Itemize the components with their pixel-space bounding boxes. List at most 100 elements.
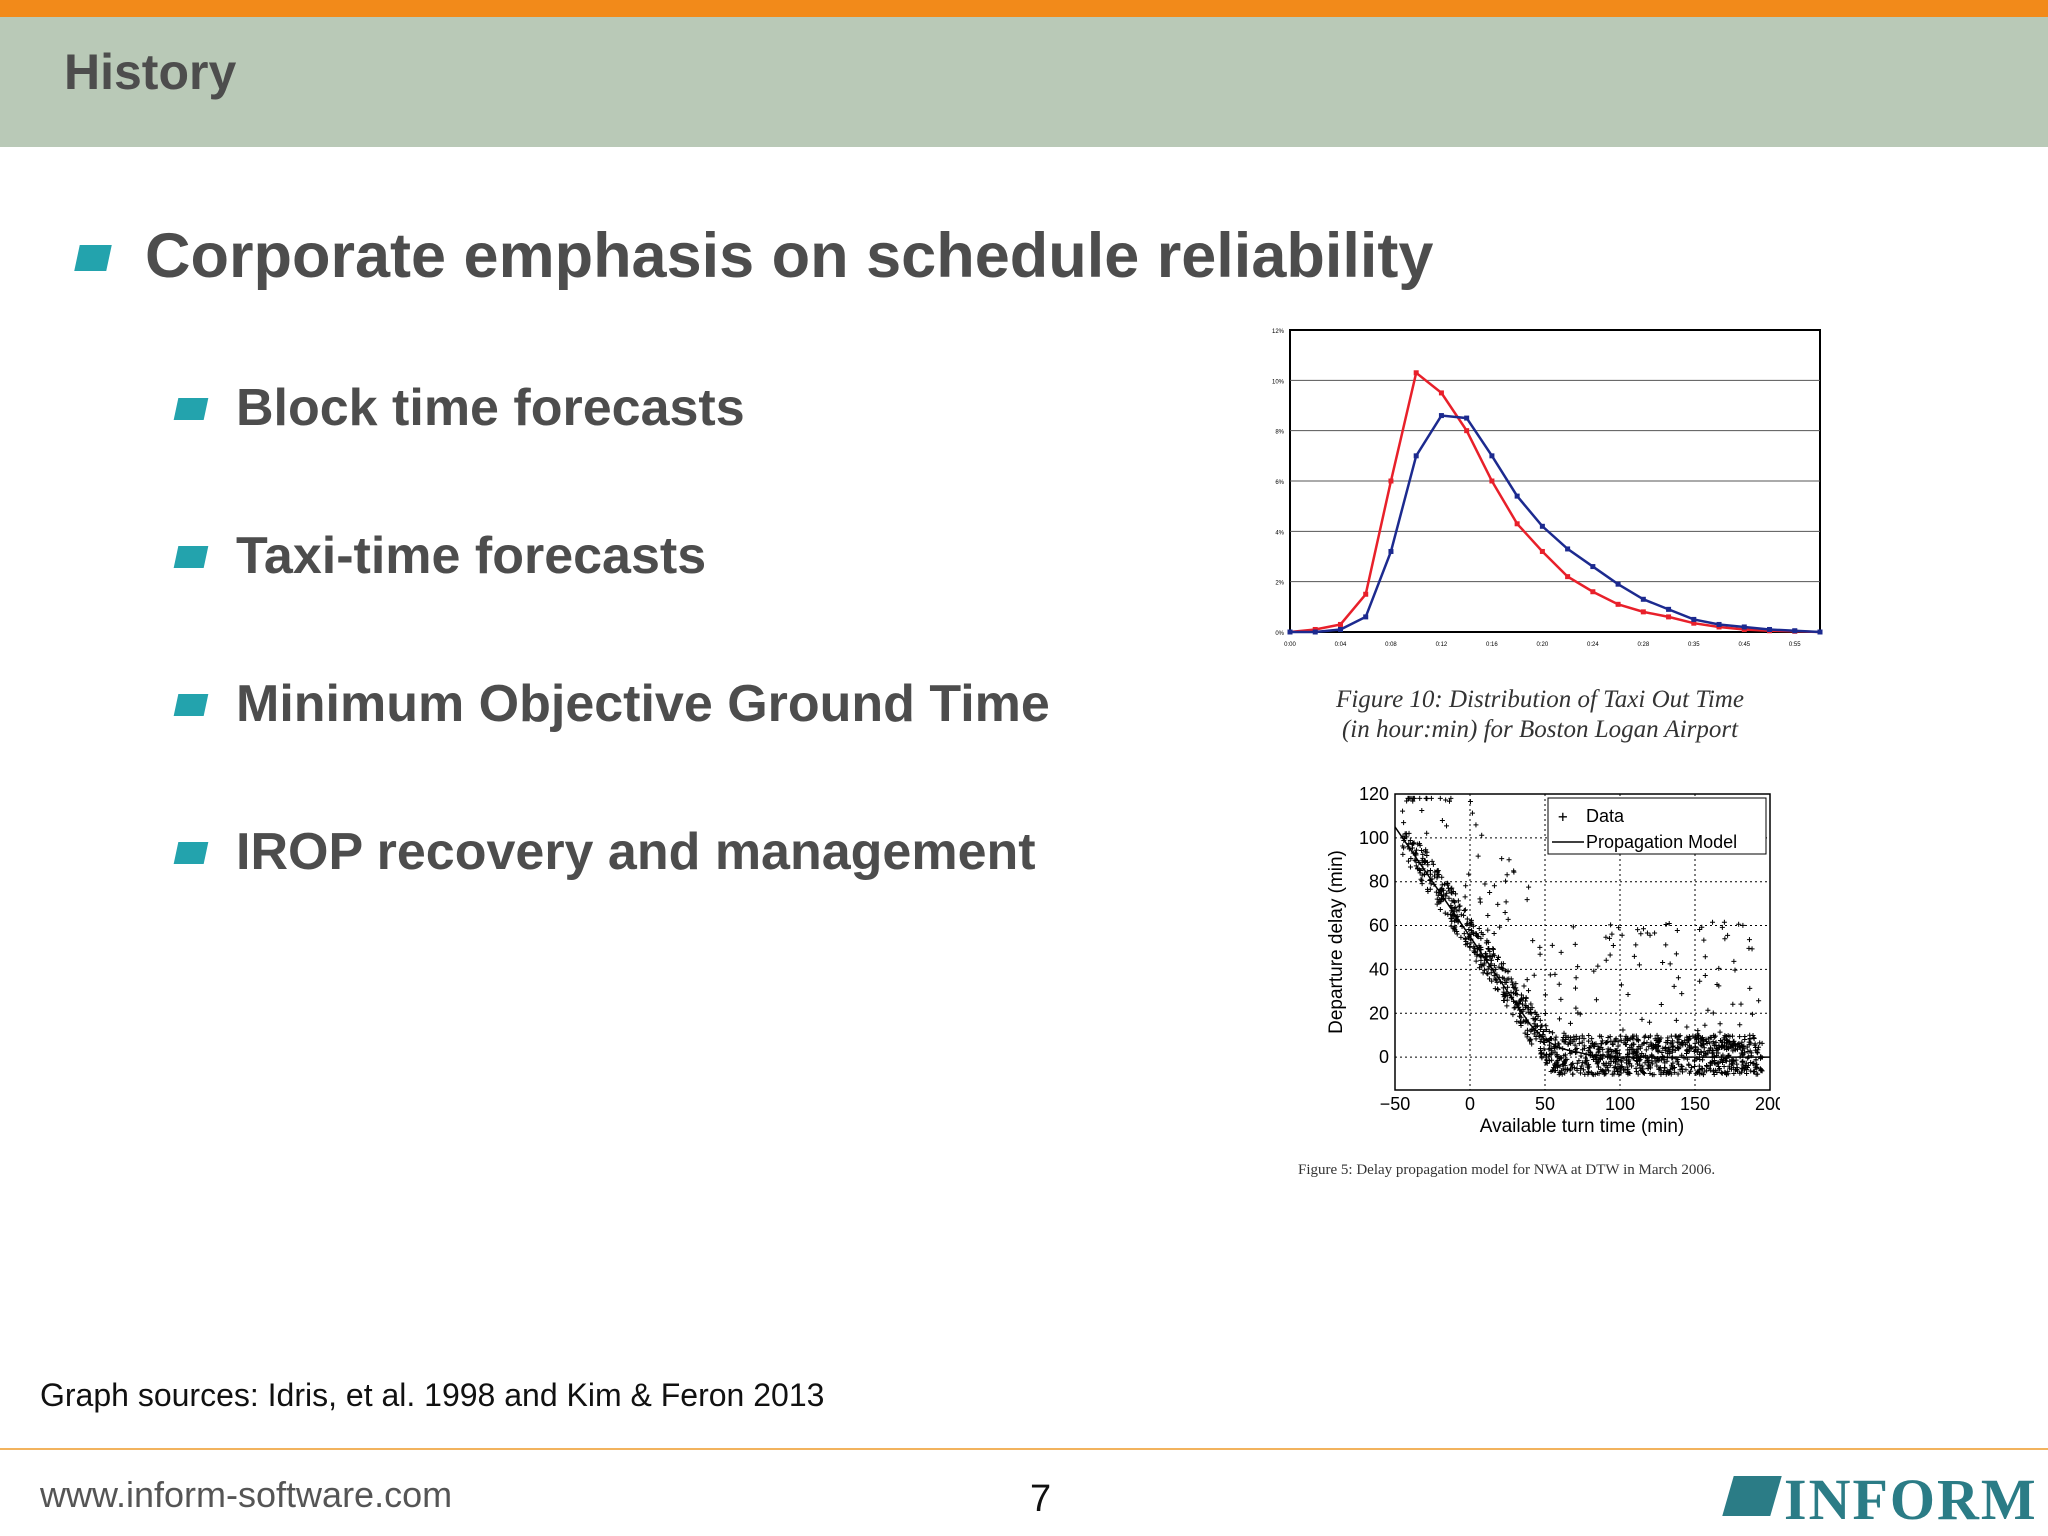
data-point	[1716, 983, 1722, 989]
data-point	[1710, 919, 1716, 925]
data-point	[1439, 888, 1445, 894]
data-point	[1607, 1062, 1613, 1068]
data-point	[1692, 1064, 1698, 1070]
data-point	[1485, 971, 1491, 977]
sub-bullet-icon	[173, 694, 209, 716]
data-point	[1663, 1071, 1669, 1077]
data-point	[1504, 872, 1510, 878]
y-tick-label: 6%	[1275, 480, 1284, 486]
data-point	[1657, 1057, 1663, 1063]
website-url: www.inform-software.com	[40, 1474, 453, 1515]
data-point	[1673, 1017, 1679, 1023]
data-point	[1647, 1033, 1653, 1039]
data-point	[1625, 991, 1631, 997]
data-point	[1635, 927, 1641, 933]
data-point	[1429, 858, 1435, 864]
data-point	[1448, 886, 1454, 892]
figure1-caption: Figure 10: Distribution of Taxi Out Time…	[1290, 685, 1790, 745]
data-point	[1722, 1037, 1728, 1043]
series-point	[1438, 413, 1444, 419]
data-point	[1727, 1042, 1733, 1048]
series-point	[1337, 621, 1343, 627]
data-point	[1578, 1070, 1584, 1076]
data-point	[1571, 1036, 1577, 1042]
data-point	[1636, 1044, 1642, 1050]
data-point	[1742, 1033, 1748, 1039]
data-point	[1579, 1039, 1585, 1045]
data-point	[1493, 977, 1499, 983]
data-point	[1502, 979, 1508, 985]
data-point	[1619, 1064, 1625, 1070]
data-point	[1537, 951, 1543, 957]
data-point	[1469, 810, 1475, 816]
data-point	[1485, 927, 1491, 933]
data-point	[1490, 946, 1496, 952]
data-point	[1687, 1070, 1693, 1076]
data-point	[1435, 869, 1441, 875]
data-point	[1433, 889, 1439, 895]
data-point	[1759, 1068, 1765, 1074]
data-point	[1615, 1043, 1621, 1049]
series-point	[1514, 493, 1520, 499]
sub-bullet-icon	[173, 842, 209, 864]
data-point	[1470, 923, 1476, 929]
data-point	[1689, 1065, 1695, 1071]
data-point	[1636, 962, 1642, 968]
data-point	[1448, 923, 1454, 929]
data-point	[1499, 856, 1505, 862]
data-point	[1681, 1055, 1687, 1061]
series-point	[1691, 620, 1697, 626]
data-point	[1442, 910, 1448, 916]
y-tick-label: 8%	[1275, 430, 1284, 436]
data-point	[1686, 1048, 1692, 1054]
data-point	[1451, 899, 1457, 905]
data-point	[1413, 863, 1419, 869]
data-point	[1726, 1046, 1732, 1052]
data-point	[1699, 1043, 1705, 1049]
x-tick-label: 50	[1535, 1094, 1555, 1114]
data-point	[1647, 1071, 1653, 1077]
sub-bullet-text: IROP recovery and management	[236, 823, 1036, 881]
series-point	[1565, 546, 1571, 552]
series-point	[1489, 478, 1495, 484]
data-point	[1407, 864, 1413, 870]
data-point	[1638, 1067, 1644, 1073]
data-point	[1556, 981, 1562, 987]
data-point	[1631, 1041, 1637, 1047]
data-point	[1639, 1042, 1645, 1048]
data-point	[1698, 1049, 1704, 1055]
data-point	[1591, 968, 1597, 974]
data-point	[1723, 1070, 1729, 1076]
data-point	[1751, 1060, 1757, 1066]
data-point	[1574, 1067, 1580, 1073]
data-point	[1526, 884, 1532, 890]
data-point	[1702, 1022, 1708, 1028]
data-point	[1572, 941, 1578, 947]
data-point	[1474, 951, 1480, 957]
data-point	[1444, 890, 1450, 896]
data-point	[1601, 1071, 1607, 1077]
data-point	[1471, 945, 1477, 951]
data-point	[1457, 903, 1463, 909]
data-point	[1466, 871, 1472, 877]
data-point	[1718, 1070, 1724, 1076]
data-point	[1669, 1055, 1675, 1061]
data-point	[1707, 1048, 1713, 1054]
data-point	[1509, 979, 1515, 985]
data-point	[1437, 897, 1443, 903]
data-point	[1748, 1050, 1754, 1056]
data-point	[1759, 1040, 1765, 1046]
data-point	[1522, 998, 1528, 1004]
data-point	[1701, 1049, 1707, 1055]
data-point	[1618, 1038, 1624, 1044]
data-point	[1709, 1050, 1715, 1056]
data-point	[1645, 1066, 1651, 1072]
data-point	[1620, 1027, 1626, 1033]
data-point	[1731, 1070, 1737, 1076]
data-point	[1531, 1021, 1537, 1027]
data-point	[1652, 930, 1658, 936]
data-point	[1446, 798, 1452, 804]
data-point	[1675, 975, 1681, 981]
data-point	[1669, 1049, 1675, 1055]
data-point	[1573, 975, 1579, 981]
